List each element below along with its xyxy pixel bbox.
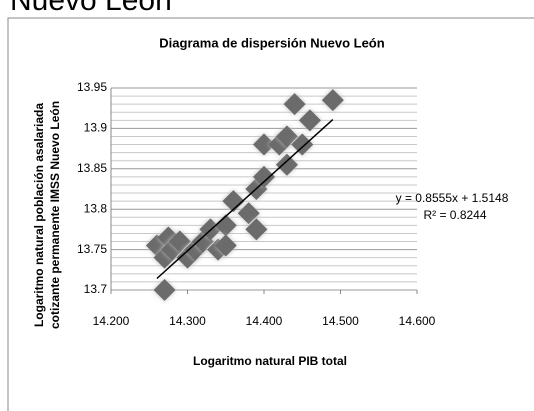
point [275,125,298,148]
point-marker [275,153,298,176]
point-marker [168,230,191,253]
y-tick-label: 13.9 [84,121,108,135]
point [291,133,314,156]
point-marker [298,109,321,132]
point [253,133,275,156]
y-tick-label: 13.75 [77,242,107,256]
point [214,234,237,257]
point-marker [214,234,237,257]
point [168,230,191,253]
trendline-r2: R² = 0.8244 [423,208,486,222]
point-marker [253,133,275,156]
point [275,153,298,176]
point-marker [214,214,237,237]
page-heading: Nuevo León [10,0,172,17]
y-axis-label-line: Logaritmo natural población asalariada [32,103,46,327]
point [283,93,306,116]
chart-frame [7,17,534,411]
point-marker [222,190,245,213]
point-marker [153,279,176,301]
y-tick-label: 13.8 [84,201,108,215]
x-tick-label: 14.200 [93,314,130,328]
y-axis-label-line: cotizante permanente IMSS Nuevo León [48,101,62,329]
point [321,89,344,112]
point [237,202,260,225]
point [222,190,245,213]
point-marker [245,218,268,241]
point-marker [321,89,344,112]
chart-title: Diagrama de dispersión Nuevo León [159,35,384,50]
point-marker [237,202,260,225]
x-axis-label: Logaritmo natural PIB total [193,354,347,368]
trendline [156,118,334,280]
x-tick-label: 14.400 [246,314,283,328]
point [153,279,176,301]
point [253,165,275,188]
point [298,109,321,132]
y-tick-label: 13.95 [77,80,107,94]
x-tick-label: 14.500 [322,314,359,328]
trendline-equation: y = 0.8555x + 1.5148 [396,191,509,205]
y-tick-label: 13.85 [77,161,107,175]
y-axis-label: Logaritmo natural población asalariada c… [32,101,62,329]
point-marker [283,93,306,116]
point-marker [275,125,298,148]
point [214,214,237,237]
x-tick-label: 14.300 [169,314,206,328]
point-marker [253,165,275,188]
x-tick-label: 14.600 [399,314,436,328]
y-tick-label: 13.7 [84,282,108,296]
point-marker [291,133,314,156]
point [245,218,268,241]
